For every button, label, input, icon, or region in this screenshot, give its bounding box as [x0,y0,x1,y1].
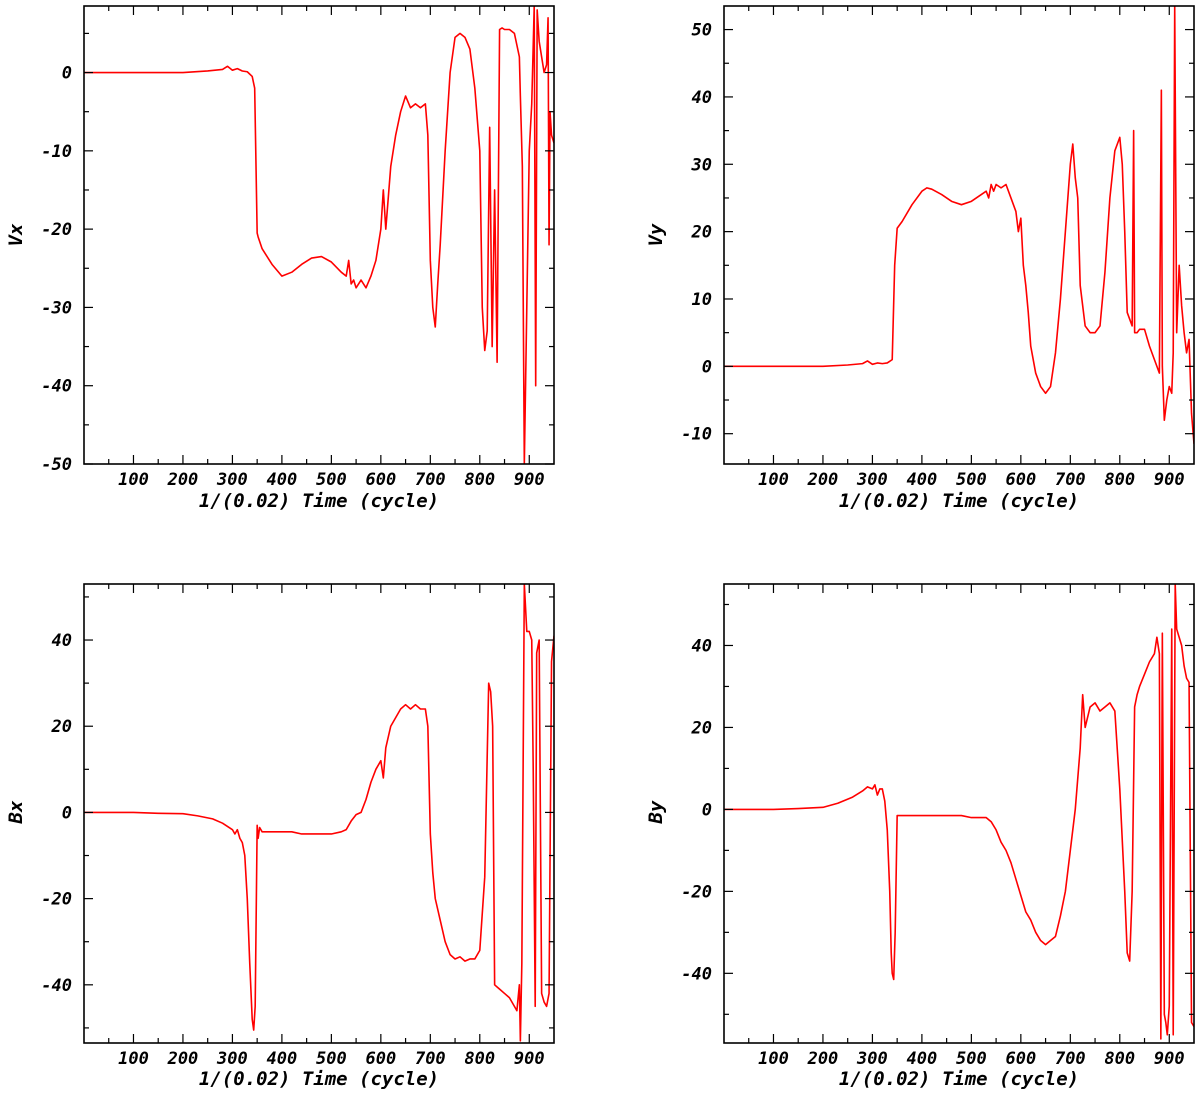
x-tick-label: 300 [856,470,888,490]
x-tick-label: 200 [167,470,199,490]
x-tick-label: 700 [415,470,446,490]
x-tick-label: 400 [267,1049,298,1069]
y-tick-label: -20 [681,882,712,902]
plot-frame [83,5,555,465]
x-tick-label: 700 [1055,470,1086,490]
y-axis-title: Bx [5,800,27,824]
y-tick-label: 50 [692,21,712,41]
x-tick-label: 800 [1104,470,1135,490]
y-tick-label: 0 [702,357,712,377]
x-axis-title: 1/(0.02) Time (cycle) [199,490,439,512]
y-tick-label: 0 [62,64,72,84]
x-tick-label: 200 [807,470,839,490]
y-tick-label: -10 [681,425,712,445]
y-tick-label: 30 [691,155,712,175]
x-tick-label: 500 [316,470,347,490]
y-tick-label: 0 [62,803,72,823]
x-tick-label: 300 [856,1049,888,1069]
x-tick-label: 800 [1104,1049,1135,1069]
y-tick-label: 40 [692,88,712,108]
x-tick-label: 900 [514,1049,545,1069]
plot-frame [723,583,1195,1044]
x-tick-label: 400 [267,470,298,490]
x-tick-label: 600 [1005,1049,1036,1069]
series-line-vx [84,6,554,464]
x-tick-label: 200 [807,1049,839,1069]
chart-panel-vx: 100 200 300 400 500 600 700 800 900 -50 -40 -30 -20 -… [5,5,555,512]
x-tick-label: 600 [365,1049,396,1069]
x-tick-label: 600 [365,470,396,490]
x-tick-label: 500 [956,1049,987,1069]
y-tick-label: -50 [41,455,72,475]
x-tick-label: 700 [415,1049,446,1069]
series-line-vy [724,6,1194,444]
x-tick-label: 800 [464,1049,495,1069]
x-tick-label: 900 [1154,1049,1185,1069]
y-tick-label: -40 [41,377,72,397]
plot-frame [723,5,1195,465]
chart-panel-vy: 100 200 300 400 500 600 700 800 900 -10 0 10 20 30 40 5… [645,5,1195,512]
y-tick-label: -20 [41,890,72,910]
chart-panel-by: 100 200 300 400 500 600 700 800 900 -40 -20 0 20 40 1/… [645,583,1195,1090]
x-axis-title: 1/(0.02) Time (cycle) [199,1068,439,1090]
x-tick-label: 800 [464,470,495,490]
x-tick-label: 500 [956,470,987,490]
y-tick-label: -40 [41,976,72,996]
x-axis-title: 1/(0.02) Time (cycle) [839,490,1079,512]
x-tick-label: 300 [216,470,248,490]
plot-frame [83,583,555,1044]
x-tick-label: 400 [907,470,938,490]
y-tick-label: -10 [41,142,72,162]
y-tick-label: -20 [41,220,72,240]
x-tick-label: 100 [758,1049,789,1069]
x-tick-label: 300 [216,1049,248,1069]
y-tick-label: 40 [52,631,72,651]
y-tick-label: 40 [692,636,712,656]
x-tick-label: 900 [1154,470,1185,490]
x-tick-label: 100 [118,1049,149,1069]
chart-panel-bx: 100 200 300 400 500 600 700 800 900 -40 -20 0 20 40 1/… [5,583,555,1090]
y-axis-title: By [645,800,667,824]
x-tick-label: 900 [514,470,545,490]
x-tick-label: 700 [1055,1049,1086,1069]
y-axis-title: Vx [5,223,27,246]
x-tick-label: 400 [907,1049,938,1069]
y-tick-label: -40 [681,964,712,984]
y-tick-label: 20 [51,717,72,737]
x-tick-label: 200 [167,1049,199,1069]
y-tick-label: 10 [692,290,712,310]
y-tick-label: -30 [41,298,72,318]
x-tick-label: 100 [118,470,149,490]
x-tick-label: 100 [758,470,789,490]
series-line-by [724,584,1194,1040]
x-tick-label: 500 [316,1049,347,1069]
x-tick-label: 600 [1005,470,1036,490]
y-tick-label: 0 [702,800,712,820]
x-axis-title: 1/(0.02) Time (cycle) [839,1068,1079,1090]
y-tick-label: 20 [691,223,712,243]
y-tick-label: 20 [691,718,712,738]
series-line-bx [84,584,554,1042]
y-axis-title: Vy [645,223,667,246]
